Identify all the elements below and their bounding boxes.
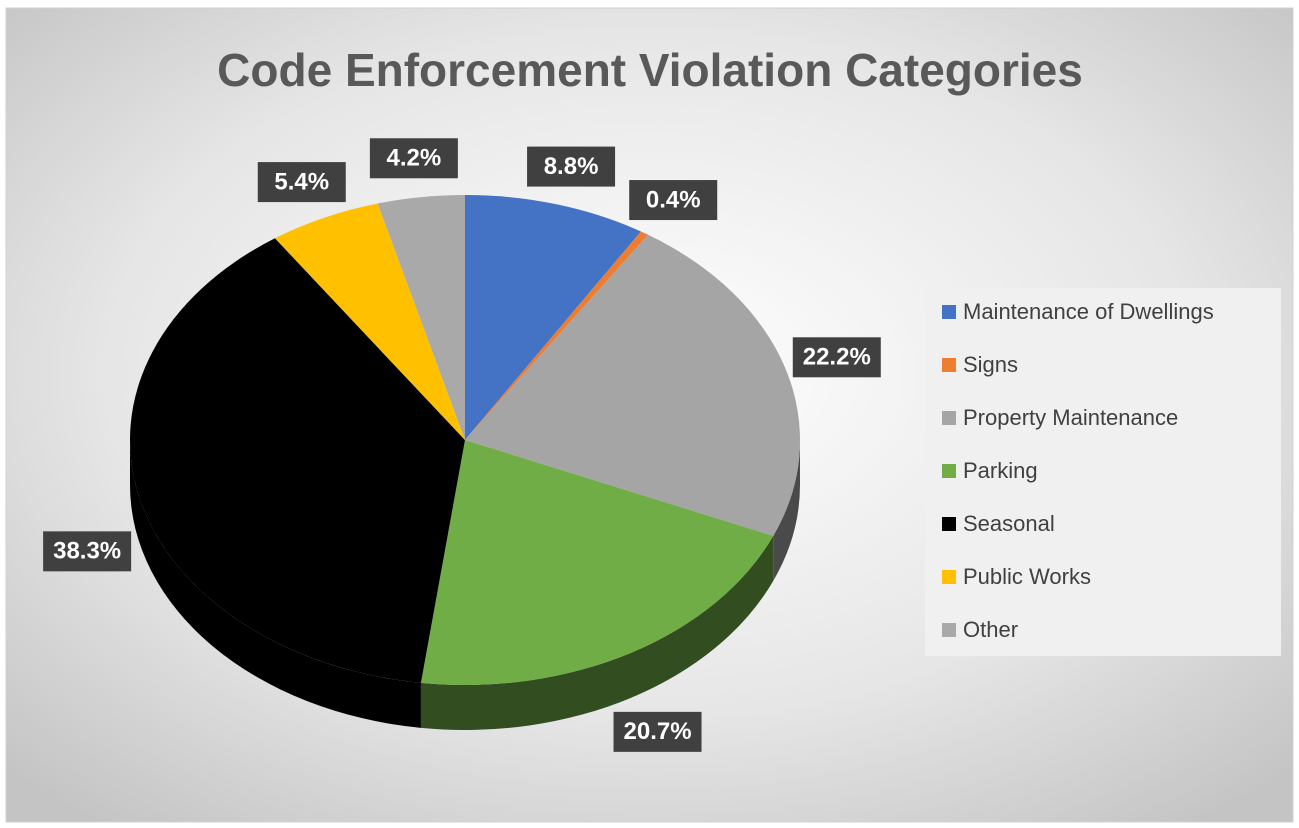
data-label-box xyxy=(629,180,718,221)
data-label: 8.8% xyxy=(544,153,599,180)
data-label: 20.7% xyxy=(624,718,692,745)
legend-swatch xyxy=(942,411,956,425)
data-label-box xyxy=(792,337,881,378)
pie-slice xyxy=(129,238,465,683)
legend-swatch xyxy=(942,464,956,478)
legend-label: Signs xyxy=(963,352,1018,377)
pie-slice xyxy=(465,234,800,536)
legend-swatch xyxy=(942,570,956,584)
data-label-box xyxy=(43,531,132,572)
legend-label: Public Works xyxy=(963,564,1091,589)
data-label: 4.2% xyxy=(387,145,442,172)
legend-label: Other xyxy=(963,617,1018,642)
legend-label: Parking xyxy=(963,458,1038,483)
legend-label: Maintenance of Dwellings xyxy=(963,299,1214,324)
data-label-box xyxy=(527,146,616,187)
data-label-box xyxy=(369,138,458,179)
legend-box xyxy=(925,288,1281,656)
legend-swatch xyxy=(942,358,956,372)
data-label: 0.4% xyxy=(646,186,701,213)
pie-slice xyxy=(465,195,641,440)
data-label-box xyxy=(613,711,702,752)
pie-slice xyxy=(420,440,774,685)
legend-label: Property Maintenance xyxy=(963,405,1178,430)
pie-slice xyxy=(274,203,465,440)
data-label: 22.2% xyxy=(803,344,871,371)
data-label: 38.3% xyxy=(53,538,121,565)
legend-swatch xyxy=(942,623,956,637)
chart-title: Code Enforcement Violation Categories xyxy=(217,44,1083,96)
pie-slice xyxy=(465,231,649,440)
legend-swatch xyxy=(942,305,956,319)
pie-slice-side xyxy=(420,535,774,730)
data-label: 5.4% xyxy=(274,168,329,195)
legend-label: Seasonal xyxy=(963,511,1055,536)
pie-slice-side xyxy=(773,440,800,581)
pie-slice xyxy=(377,195,465,440)
pie-slice-side xyxy=(130,440,421,728)
legend-swatch xyxy=(942,517,956,531)
data-label-box xyxy=(257,162,346,203)
